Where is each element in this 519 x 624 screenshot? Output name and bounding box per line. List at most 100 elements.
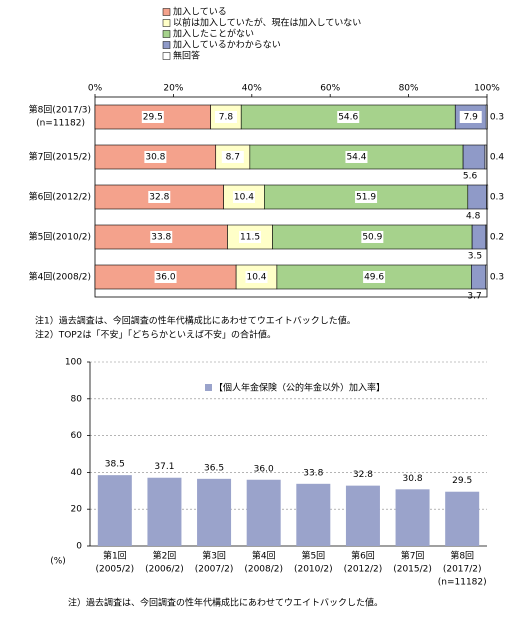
label-box <box>214 111 237 123</box>
label-box <box>221 151 244 163</box>
bar-segment <box>485 104 488 130</box>
value-label: 50.9 <box>362 233 382 243</box>
value-label: 0.3 <box>490 113 504 123</box>
value-label: 7.9 <box>464 113 479 123</box>
n-label: (n=11182) <box>438 578 487 588</box>
value-label: 10.4 <box>246 273 266 283</box>
value-label: 10.4 <box>234 193 254 203</box>
legend-swatch <box>205 384 212 391</box>
legend-label: 加入したことがない <box>173 28 254 40</box>
bar <box>197 478 232 546</box>
category-label: 第8回(2017/3) <box>29 104 91 116</box>
x-tick-date: (2008/2) <box>244 565 283 575</box>
bar-segment <box>467 184 487 210</box>
note: 注1）過去調査は、今回調査の性年代構成比にあわせてウエイトバックした値。 <box>35 315 356 327</box>
y-tick-label: 20 <box>71 505 83 515</box>
value-label: 51.9 <box>356 193 376 203</box>
bar-segment <box>471 264 487 290</box>
x-tick-date: (2007/2) <box>195 565 234 575</box>
x-tick-label: 100% <box>474 84 500 94</box>
label-box <box>337 111 360 123</box>
legend-label: 無回答 <box>173 50 200 62</box>
y-tick-label: 80 <box>71 394 83 404</box>
y-tick-label: 0 <box>76 542 82 552</box>
value-label: 0.2 <box>490 233 504 243</box>
value-label: 36.0 <box>156 273 176 283</box>
bar-segment <box>484 144 487 170</box>
x-tick-label: 第4回 <box>252 550 276 562</box>
y-tick-label: 40 <box>71 468 83 478</box>
legend-swatch <box>162 41 171 49</box>
bar <box>445 491 480 546</box>
label-box <box>150 231 173 243</box>
n-label: (n=11182) <box>36 119 85 129</box>
x-tick-label: 第2回 <box>153 550 177 562</box>
bar-segment <box>471 224 487 250</box>
bar-segment <box>486 184 489 210</box>
bar <box>97 475 132 546</box>
value-label: 29.5 <box>143 113 163 123</box>
value-label: 32.8 <box>149 193 169 203</box>
label-box <box>363 271 386 283</box>
x-tick-date: (2017/2) <box>443 565 482 575</box>
x-tick-label: 0% <box>88 84 103 94</box>
x-tick-label: 40% <box>242 84 262 94</box>
value-label: 11.5 <box>240 233 260 243</box>
bar <box>296 483 331 546</box>
value-label: 3.5 <box>468 252 482 262</box>
value-label: 0.3 <box>490 193 504 203</box>
y-unit: (%) <box>50 557 66 567</box>
value-label: 8.7 <box>226 153 240 163</box>
value-label: 0.4 <box>490 153 505 163</box>
bar <box>147 477 182 546</box>
value-label: 3.7 <box>467 292 481 302</box>
category-label: 第7回(2015/2) <box>29 151 91 163</box>
legend-swatch <box>162 52 171 60</box>
value-label: 32.8 <box>353 470 373 480</box>
value-label: 5.6 <box>463 172 478 182</box>
x-tick-label: 80% <box>399 84 419 94</box>
value-label: 49.6 <box>364 273 384 283</box>
value-label: 33.8 <box>303 468 323 478</box>
x-tick-label: 20% <box>163 84 183 94</box>
note: 注）過去調査は、今回調査の性年代構成比にあわせてウエイトバックした値。 <box>68 597 383 609</box>
label-box <box>154 271 177 283</box>
label-box <box>355 191 378 203</box>
label-box <box>141 111 164 123</box>
legend-swatch <box>162 30 171 38</box>
x-tick-date: (2015/2) <box>393 565 432 575</box>
y-tick-label: 100 <box>65 358 82 368</box>
bar-segment <box>485 224 487 250</box>
x-tick-label: 第1回 <box>103 550 127 562</box>
legend-swatch <box>162 8 171 16</box>
x-tick-label: 第8回 <box>450 550 474 562</box>
x-tick-date: (2006/2) <box>145 565 184 575</box>
value-label: 7.8 <box>219 113 234 123</box>
bar <box>246 479 281 546</box>
bar <box>395 489 430 546</box>
label-box <box>239 231 262 243</box>
value-label: 54.6 <box>338 113 358 123</box>
x-tick-label: 第6回 <box>351 550 375 562</box>
label-box <box>361 231 384 243</box>
value-label: 33.8 <box>151 233 171 243</box>
value-label: 36.5 <box>204 463 224 473</box>
category-label: 第5回(2010/2) <box>29 231 91 243</box>
value-label: 4.8 <box>466 212 481 222</box>
x-tick-date: (2010/2) <box>294 565 333 575</box>
legend-label: 加入しているかわからない <box>173 40 281 51</box>
label-box <box>345 151 368 163</box>
value-label: 37.1 <box>154 462 174 472</box>
legend-label: 以前は加入していたが、現在は加入していない <box>173 17 361 29</box>
y-tick-label: 60 <box>71 431 83 441</box>
category-label: 第4回(2008/2) <box>29 271 91 283</box>
x-tick-label: 第7回 <box>401 550 425 562</box>
legend-swatch <box>162 19 171 27</box>
value-label: 30.8 <box>145 153 165 163</box>
x-tick-date: (2012/2) <box>344 565 383 575</box>
x-tick-date: (2005/2) <box>95 565 134 575</box>
category-label: 第6回(2012/2) <box>29 191 91 203</box>
label-box <box>148 191 171 203</box>
value-label: 36.0 <box>254 464 274 474</box>
